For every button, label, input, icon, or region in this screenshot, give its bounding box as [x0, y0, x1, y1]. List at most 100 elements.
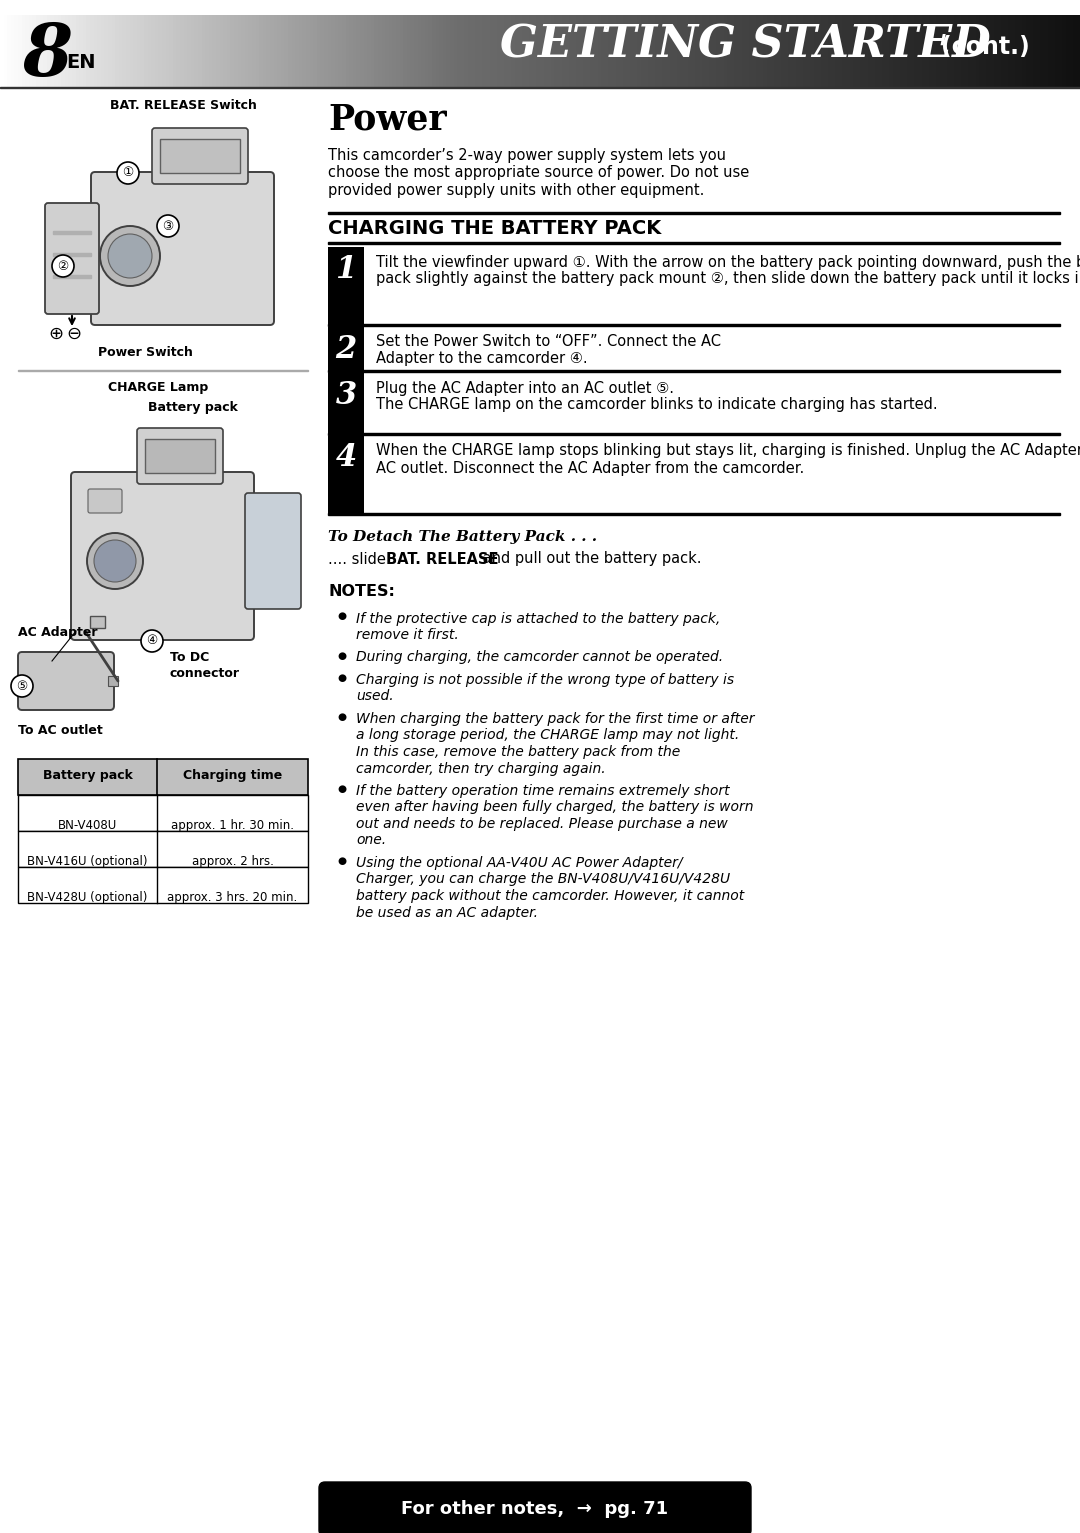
Bar	[832, 15, 836, 87]
Bar	[1004, 15, 1009, 87]
Bar	[764, 15, 767, 87]
Bar	[691, 15, 696, 87]
Text: CHARGE Lamp: CHARGE Lamp	[108, 382, 208, 394]
Bar	[126, 15, 130, 87]
Text: 4: 4	[336, 443, 356, 474]
Bar	[964, 15, 969, 87]
Text: BAT. RELEASE Switch: BAT. RELEASE Switch	[109, 100, 256, 112]
Bar	[288, 15, 292, 87]
Bar	[97, 15, 102, 87]
Bar	[878, 15, 882, 87]
Circle shape	[141, 630, 163, 652]
Bar	[569, 15, 572, 87]
Bar	[328, 247, 364, 325]
Bar	[360, 15, 364, 87]
Bar	[1015, 15, 1020, 87]
Bar	[856, 15, 861, 87]
Text: Charging is not possible if the wrong type of battery is: Charging is not possible if the wrong ty…	[356, 673, 734, 687]
Bar	[281, 15, 285, 87]
Bar	[1008, 15, 1012, 87]
Bar	[364, 15, 367, 87]
Text: Battery pack: Battery pack	[148, 402, 238, 414]
Bar	[788, 15, 793, 87]
Bar	[713, 15, 717, 87]
Bar	[72, 15, 76, 87]
Bar	[504, 15, 508, 87]
Bar	[904, 15, 907, 87]
Bar	[526, 15, 529, 87]
Text: CHARGING THE BATTERY PACK: CHARGING THE BATTERY PACK	[328, 219, 661, 239]
Bar	[478, 15, 483, 87]
Bar	[997, 15, 1001, 87]
FancyBboxPatch shape	[91, 172, 274, 325]
Bar	[32, 15, 37, 87]
Bar	[882, 15, 886, 87]
Bar	[508, 15, 512, 87]
Text: ③: ③	[162, 219, 174, 233]
Text: AC outlet. Disconnect the AC Adapter from the camcorder.: AC outlet. Disconnect the AC Adapter fro…	[376, 460, 805, 475]
Bar	[418, 15, 421, 87]
Bar	[738, 15, 742, 87]
Bar	[154, 15, 159, 87]
Bar	[640, 15, 645, 87]
FancyBboxPatch shape	[319, 1482, 751, 1533]
Bar	[450, 15, 454, 87]
Bar	[256, 15, 259, 87]
Bar	[54, 15, 58, 87]
Bar	[0, 0, 1080, 15]
Bar	[850, 15, 853, 87]
Text: one.: one.	[356, 834, 387, 848]
Bar	[205, 15, 210, 87]
Bar	[1055, 15, 1058, 87]
Bar	[802, 15, 807, 87]
Bar	[316, 15, 321, 87]
Bar	[328, 373, 364, 434]
Text: Battery pack: Battery pack	[43, 770, 133, 782]
Bar	[338, 15, 342, 87]
Bar	[720, 15, 724, 87]
Bar	[867, 15, 872, 87]
Bar	[828, 15, 832, 87]
Bar	[36, 15, 40, 87]
Bar	[612, 15, 616, 87]
Bar	[378, 15, 382, 87]
Text: a long storage period, the CHARGE lamp may not light.: a long storage period, the CHARGE lamp m…	[356, 728, 739, 742]
Bar	[558, 15, 562, 87]
Bar	[494, 15, 497, 87]
Bar	[375, 15, 378, 87]
Bar	[572, 15, 577, 87]
Bar	[65, 15, 69, 87]
Bar	[662, 15, 666, 87]
Bar	[680, 15, 685, 87]
Bar	[648, 15, 652, 87]
Bar	[972, 15, 976, 87]
Bar	[986, 15, 990, 87]
Text: out and needs to be replaced. Please purchase a new: out and needs to be replaced. Please pur…	[356, 817, 728, 831]
Circle shape	[52, 254, 75, 277]
Text: BN-V416U (optional): BN-V416U (optional)	[27, 855, 148, 868]
Bar	[208, 15, 213, 87]
Bar	[148, 15, 151, 87]
Bar	[602, 15, 605, 87]
Bar	[262, 15, 267, 87]
Bar	[853, 15, 858, 87]
Text: If the battery operation time remains extremely short: If the battery operation time remains ex…	[356, 783, 730, 799]
Bar	[705, 15, 710, 87]
Bar	[421, 15, 426, 87]
Bar	[162, 15, 166, 87]
Bar	[68, 15, 72, 87]
Bar	[529, 15, 534, 87]
Bar	[1066, 15, 1069, 87]
Circle shape	[117, 162, 139, 184]
Bar	[446, 15, 450, 87]
Bar	[94, 15, 97, 87]
Bar	[270, 15, 274, 87]
Bar	[745, 15, 750, 87]
Bar	[18, 831, 308, 868]
Bar	[1018, 15, 1023, 87]
Bar	[346, 15, 350, 87]
Bar	[785, 15, 788, 87]
Text: camcorder, then try charging again.: camcorder, then try charging again.	[356, 762, 606, 776]
Text: approx. 2 hrs.: approx. 2 hrs.	[191, 855, 273, 868]
Bar	[53, 231, 91, 235]
